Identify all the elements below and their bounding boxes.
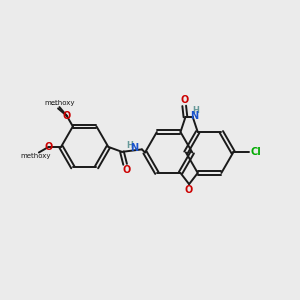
Text: methoxy: methoxy bbox=[44, 100, 75, 106]
Text: O: O bbox=[122, 165, 130, 175]
Text: methoxy: methoxy bbox=[52, 104, 58, 105]
Text: O: O bbox=[44, 142, 53, 152]
Text: methoxy: methoxy bbox=[20, 153, 51, 159]
Text: H: H bbox=[192, 106, 199, 116]
Text: N: N bbox=[190, 111, 198, 121]
Text: Cl: Cl bbox=[251, 148, 262, 158]
Text: N: N bbox=[130, 143, 139, 153]
Text: O: O bbox=[180, 95, 188, 105]
Text: O: O bbox=[62, 111, 71, 121]
Text: O: O bbox=[185, 185, 193, 195]
Text: H: H bbox=[126, 141, 133, 150]
